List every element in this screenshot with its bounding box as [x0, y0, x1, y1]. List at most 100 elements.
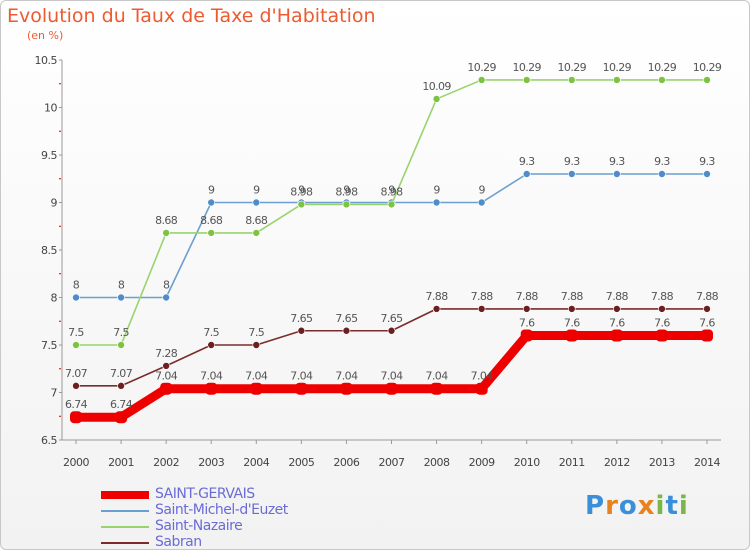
data-label: 7.07 — [110, 367, 133, 380]
data-point — [477, 305, 486, 313]
y-tick-label: 10 — [44, 102, 57, 115]
data-label: 8.98 — [290, 185, 313, 198]
data-label: 7.28 — [155, 347, 178, 360]
data-point — [72, 382, 80, 390]
y-tick-label: 9.5 — [41, 149, 57, 162]
logo-letter: o — [618, 491, 638, 521]
data-point — [387, 326, 396, 335]
data-point — [613, 305, 621, 313]
data-label: 7.65 — [335, 312, 358, 325]
data-point — [658, 305, 666, 313]
data-point — [162, 229, 170, 237]
data-point — [295, 382, 308, 395]
x-tick-label: 2002 — [153, 456, 179, 469]
y-tick-label: 10.5 — [35, 54, 58, 67]
data-point — [655, 329, 668, 342]
data-point — [342, 326, 351, 335]
data-label: 7.07 — [65, 367, 88, 380]
data-label: 10.09 — [422, 80, 451, 93]
data-label: 7.6 — [519, 317, 535, 330]
data-label: 8 — [118, 279, 125, 292]
x-tick-label: 2005 — [288, 456, 314, 469]
data-label: 9 — [388, 184, 395, 197]
data-label: 10.29 — [467, 61, 496, 74]
x-tick-label: 2011 — [559, 456, 585, 469]
data-point — [613, 170, 621, 178]
data-label: 8.68 — [155, 214, 178, 227]
data-label: 9 — [253, 184, 260, 197]
legend-swatch — [101, 491, 149, 499]
data-point — [252, 229, 261, 237]
legend-label: Saint-Nazaire — [155, 518, 243, 534]
data-label: 7.5 — [113, 326, 129, 339]
data-point — [252, 341, 261, 349]
data-point — [72, 293, 80, 302]
data-label: 7.04 — [426, 370, 449, 383]
data-point — [522, 305, 531, 313]
data-point — [703, 305, 711, 313]
data-label: 9.3 — [609, 155, 625, 168]
data-label: 10.29 — [603, 61, 632, 74]
data-label: 9 — [343, 184, 350, 197]
legend-item: SAINT-GERVAIS — [101, 486, 361, 503]
data-point — [520, 329, 533, 342]
data-point — [703, 76, 711, 84]
data-point — [117, 341, 125, 349]
data-label: 9.3 — [564, 155, 580, 168]
data-point — [477, 198, 486, 207]
data-point — [522, 170, 531, 178]
data-label: 7.6 — [609, 317, 625, 330]
data-point — [567, 305, 576, 313]
data-label: 9.3 — [654, 155, 670, 168]
y-tick-label: 8 — [51, 292, 58, 305]
data-point — [430, 382, 443, 395]
data-point — [385, 382, 398, 395]
data-label: 7.88 — [426, 290, 449, 303]
data-label: 7.04 — [155, 370, 178, 383]
logo-letter: x — [637, 491, 656, 521]
data-point — [297, 326, 306, 335]
data-point — [117, 293, 125, 302]
x-tick-label: 2006 — [333, 456, 359, 469]
data-point — [613, 76, 621, 84]
data-point — [567, 170, 576, 178]
x-tick-label: 2013 — [649, 456, 675, 469]
data-point — [162, 293, 170, 302]
data-point — [342, 200, 351, 209]
y-tick-label: 7.5 — [41, 339, 57, 352]
data-label: 7.88 — [651, 290, 674, 303]
y-tick-label: 9 — [51, 197, 58, 210]
data-label: 6.74 — [65, 398, 88, 411]
data-point — [117, 382, 125, 390]
y-tick-label: 7 — [51, 387, 58, 400]
data-label: 9 — [208, 184, 215, 197]
y-tick-label: 6.5 — [41, 434, 57, 447]
data-point — [72, 341, 80, 349]
legend-swatch — [101, 526, 149, 528]
data-label: 7.88 — [561, 290, 584, 303]
data-point — [701, 329, 713, 342]
x-tick-label: 2003 — [198, 456, 224, 469]
legend-item: Saint-Michel-d'Euzet — [101, 502, 361, 519]
data-point — [432, 198, 441, 207]
series-group — [72, 305, 711, 390]
data-point — [703, 170, 711, 178]
legend-item: Saint-Nazaire — [101, 518, 361, 535]
data-point — [250, 382, 263, 395]
x-tick-label: 2010 — [514, 456, 540, 469]
data-point — [162, 362, 170, 370]
x-tick-label: 2008 — [424, 456, 450, 469]
y-tick-label: 8.5 — [41, 244, 57, 257]
data-point — [522, 76, 531, 84]
data-point — [207, 341, 216, 349]
line-chart: 6.5 7 7.5 8 8.5 9 9.5 10 10.5 2000 2001 2002 2003 200… — [35, 54, 723, 469]
data-label: 8.98 — [335, 185, 358, 198]
data-label: 7.5 — [248, 326, 264, 339]
legend-label: SAINT-GERVAIS — [155, 486, 255, 502]
logo-letter: i — [678, 491, 689, 521]
data-point — [432, 305, 441, 313]
logo-letter: t — [665, 491, 679, 521]
legend-swatch — [101, 542, 149, 544]
logo-letter: i — [655, 491, 666, 521]
data-label: 10.29 — [512, 61, 541, 74]
